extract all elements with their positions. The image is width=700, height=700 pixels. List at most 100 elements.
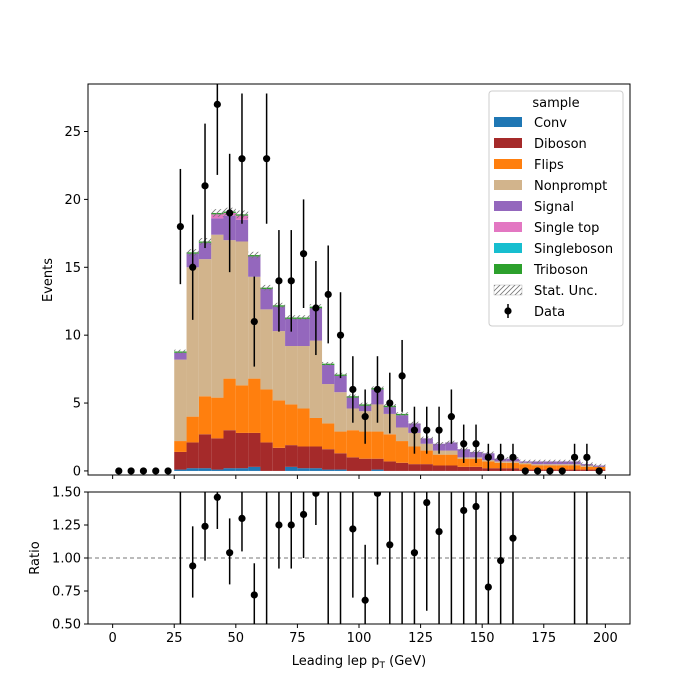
ratio-point-12 [373,492,382,497]
legend-data-marker [504,307,512,315]
ratio-point-6 [275,521,283,529]
bar-conv-bin-18 [334,469,347,471]
legend-swatch-diboson [494,138,522,148]
legend-swatch-triboson [494,264,522,274]
legend-label-triboson: Triboson [533,263,588,278]
bar-nonprompt-bin-13 [272,331,286,401]
bar-nonprompt-bin-9 [223,240,236,379]
bar-conv-bin-14 [285,466,298,471]
stat-unc-bin-39 [593,463,606,468]
y-axis-label: Events [41,258,56,302]
ratio-point-7 [287,521,295,529]
data-point-4 [164,467,172,475]
bar-flips-bin-9 [223,378,236,431]
bar-flips-bin-5 [174,441,187,452]
data-point-19 [349,385,357,394]
bar-diboson-bin-26 [432,465,446,471]
ratio-point-20 [497,557,505,565]
legend-label-stat-unc: Stat. Unc. [534,284,598,299]
bar-nonprompt-bin-10 [235,241,249,386]
bar-flips-bin-17 [322,423,335,450]
data-point-8 [213,100,221,108]
bar-diboson-bin-13 [272,447,286,471]
legend-swatch-nonprompt [494,180,522,190]
bar-diboson-bin-6 [186,442,199,469]
main-y-tick-label-5: 25 [64,125,81,140]
bar-flips-bin-10 [235,385,249,433]
stat-unc-bin-15 [297,315,310,320]
legend-swatch-flips [494,159,522,169]
bar-nonprompt-bin-36 [556,464,569,466]
bar-diboson-bin-23 [395,462,409,471]
data-point-6 [189,263,197,271]
ratio-point-18 [472,502,480,511]
stat-unc-bin-12 [260,284,273,291]
legend-swatch-singleboson [494,243,522,253]
bar-nonprompt-bin-27 [445,450,458,455]
bar-flips-bin-18 [334,431,347,454]
stat-unc-bin-23 [395,412,409,416]
bar-conv-bin-8 [211,469,224,471]
data-point-33 [521,467,529,475]
bar-diboson-bin-19 [346,457,359,471]
bar-nonprompt-bin-23 [395,427,409,442]
stat-unc-bin-11 [248,251,261,259]
bar-conv-bin-6 [186,468,199,471]
bar-nonprompt-bin-15 [297,346,310,409]
ratio-y-tick-label-0: 0.50 [52,618,81,633]
bar-flips-bin-16 [309,417,323,447]
ratio-y-tick-label-4: 1.50 [52,486,81,501]
bar-conv-bin-10 [235,468,249,471]
data-point-26 [435,426,443,434]
data-point-9 [226,209,234,217]
bar-diboson-bin-11 [248,432,261,467]
ratio-point-10 [349,525,357,533]
bar-diboson-bin-27 [445,465,458,471]
legend-label-diboson: Diboson [534,137,587,152]
data-point-0 [115,467,123,475]
bar-conv-bin-5 [174,469,187,471]
bar-nonprompt-bin-14 [285,346,298,405]
ratio-point-17 [460,506,468,515]
bar-flips-bin-25 [420,450,433,465]
main-y-tick-label-0: 0 [73,464,81,479]
bar-flips-bin-8 [211,397,224,439]
bar-signal-bin-8 [211,218,224,235]
stat-unc-bin-33 [519,459,532,464]
x-tick-label-7: 175 [531,631,556,646]
x-axis-label: Leading lep pT (GeV) [292,654,426,671]
data-point-7 [201,182,209,190]
bar-diboson-bin-20 [359,458,372,471]
data-point-37 [570,453,579,461]
bar-diboson-bin-25 [420,464,433,471]
legend-label-singleboson: Singleboson [534,242,613,257]
bar-diboson-bin-24 [408,464,421,471]
bar-flips-bin-7 [198,396,212,435]
legend-swatch-conv [494,117,522,127]
main-y-tick-label-2: 10 [64,329,81,344]
bar-signal-bin-27 [445,442,458,451]
ratio-point-21 [509,534,517,542]
bar-diboson-bin-21 [371,458,384,470]
main-y-tick-label-1: 5 [73,397,81,412]
bar-diboson-bin-16 [309,446,323,469]
bar-flips-bin-12 [260,389,273,443]
x-tick-label-4: 100 [347,631,372,646]
data-point-30 [484,453,492,461]
data-point-25 [423,426,431,434]
bar-conv-bin-11 [248,466,261,471]
data-point-35 [546,467,554,475]
bar-conv-bin-7 [198,468,212,471]
ratio-point-14 [410,549,419,557]
data-point-38 [583,453,591,461]
data-point-12 [263,155,271,163]
bar-flips-bin-20 [359,431,372,459]
x-tick-label-6: 150 [470,631,495,646]
data-point-39 [595,467,603,475]
x-tick-label-8: 200 [593,631,618,646]
data-point-15 [299,250,308,258]
x-tick-label-5: 125 [408,631,433,646]
x-tick-label-1: 25 [166,631,183,646]
legend-label-flips: Flips [534,158,564,173]
